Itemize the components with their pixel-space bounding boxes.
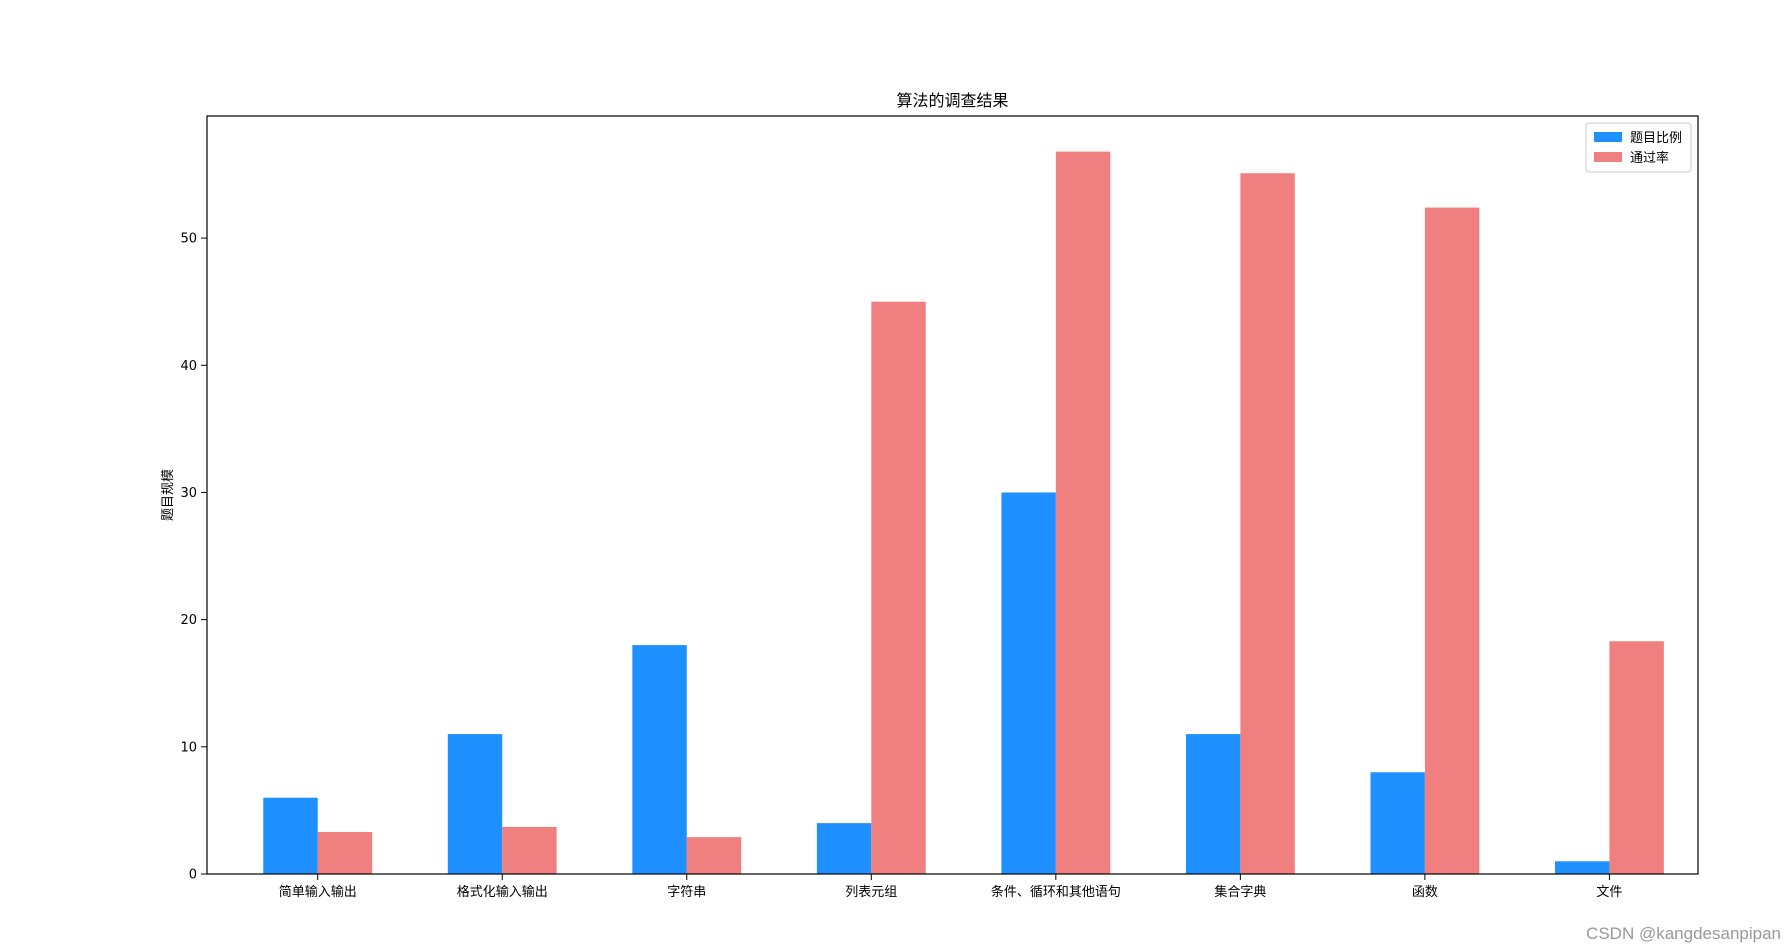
legend-label-0: 题目比例 xyxy=(1630,131,1682,146)
bar-series1-5 xyxy=(1185,734,1241,874)
legend-swatch-1 xyxy=(1594,152,1622,162)
bar-series2-0 xyxy=(317,832,373,874)
bar-series2-1 xyxy=(502,826,557,874)
x-tick-label-3: 列表元组 xyxy=(845,885,897,900)
x-axis: 简单输入输出 格式化输入输出 字符串 列表元组 条件、循环和其他语句 集合字典 函数 文件 xyxy=(279,874,1622,900)
legend-label-1: 通过率 xyxy=(1630,150,1669,166)
x-tick-label-2: 字符串 xyxy=(667,884,706,900)
x-tick-label-4: 条件、循环和其他语句 xyxy=(991,884,1121,900)
y-tick-label-3: 30 xyxy=(180,486,197,501)
bar-series1-2 xyxy=(632,645,687,874)
bar-series1-7 xyxy=(1554,861,1610,874)
y-tick-label-4: 40 xyxy=(180,359,197,374)
y-tick-label-0: 0 xyxy=(189,868,197,883)
y-axis: 0 10 20 30 40 50 xyxy=(180,232,207,883)
y-tick-label-5: 50 xyxy=(180,232,197,247)
x-tick-label-0: 简单输入输出 xyxy=(279,884,357,900)
x-tick-label-6: 函数 xyxy=(1412,885,1438,900)
x-tick-label-7: 文件 xyxy=(1596,885,1622,900)
y-tick-label-2: 20 xyxy=(180,613,197,628)
bar-series1-6 xyxy=(1370,772,1425,874)
bar-series2-4 xyxy=(1055,151,1111,875)
bar-series2-5 xyxy=(1240,173,1295,875)
legend-swatch-0 xyxy=(1594,132,1622,142)
watermark-text: CSDN @kangdesanpipan xyxy=(1586,924,1781,943)
x-tick-label-5: 集合字典 xyxy=(1214,884,1266,900)
bar-series2-3 xyxy=(871,301,926,874)
bar-series2-6 xyxy=(1424,207,1480,874)
bar-series1-0 xyxy=(263,797,318,874)
x-tick-label-1: 格式化输入输出 xyxy=(457,884,548,900)
bar-series1-3 xyxy=(816,823,872,874)
bar-series1-1 xyxy=(447,734,503,874)
bar-series2-2 xyxy=(686,837,742,874)
chart-title: 算法的调查结果 xyxy=(896,91,1008,110)
plot-area-frame xyxy=(206,115,1699,875)
y-tick-label-1: 10 xyxy=(180,740,197,755)
bar-series2-7 xyxy=(1609,641,1664,874)
y-axis-label: 题目规模 xyxy=(161,469,176,521)
bars-layer xyxy=(263,151,1664,875)
bar-series1-4 xyxy=(1001,492,1056,874)
